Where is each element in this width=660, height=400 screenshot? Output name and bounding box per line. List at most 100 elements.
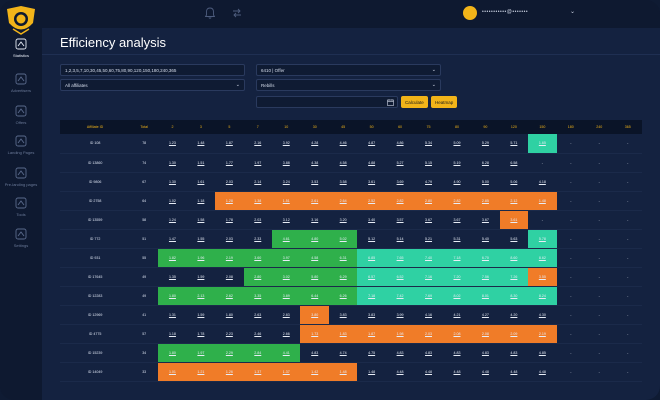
value-cell[interactable]: 1.47 <box>158 229 187 249</box>
value-cell[interactable]: 6.70 <box>471 248 500 268</box>
value-cell[interactable]: 4.88 <box>357 153 386 173</box>
value-cell[interactable]: 7.42 <box>385 286 415 306</box>
value-cell[interactable]: 1.48 <box>328 362 358 382</box>
value-cell[interactable]: 3.97 <box>272 248 301 268</box>
value-cell[interactable]: 4.46 <box>328 134 358 154</box>
value-cell[interactable]: 2.82 <box>442 191 472 211</box>
value-cell[interactable]: 1.65 <box>528 134 557 154</box>
value-cell[interactable]: 5.31 <box>442 229 472 249</box>
value-cell[interactable]: 3.57 <box>385 210 415 230</box>
value-cell[interactable]: 3.88 <box>272 153 301 173</box>
value-cell[interactable]: 2.64 <box>328 191 358 211</box>
value-cell[interactable]: 3.89 <box>272 286 301 306</box>
swap-icon[interactable] <box>232 8 242 18</box>
value-cell[interactable]: 1.48 <box>186 134 216 154</box>
value-cell[interactable]: 5.27 <box>385 153 415 173</box>
value-cell[interactable]: 1.55 <box>186 229 216 249</box>
value-cell[interactable]: 1.26 <box>215 362 244 382</box>
value-cell[interactable]: 4.38 <box>300 153 329 173</box>
column-header-day[interactable]: 3 <box>186 120 216 134</box>
value-cell[interactable]: 6.52 <box>385 267 415 287</box>
offer-select[interactable]: 6410 | Offer ⌄ <box>256 64 441 76</box>
value-cell[interactable]: 1.21 <box>186 362 216 382</box>
value-cell[interactable]: 4.48 <box>385 362 415 382</box>
column-header-day[interactable]: 30 <box>300 120 329 134</box>
value-cell[interactable]: 4.28 <box>300 134 329 154</box>
value-cell[interactable]: 6.31 <box>328 248 358 268</box>
value-cell[interactable]: 3.55 <box>528 267 557 287</box>
value-cell[interactable]: 4.48 <box>442 362 472 382</box>
value-cell[interactable]: 1.82 <box>158 248 187 268</box>
value-cell[interactable]: 1.24 <box>158 210 187 230</box>
value-cell[interactable]: 2.09 <box>499 324 529 344</box>
chevron-down-icon[interactable]: ⌄ <box>570 9 576 15</box>
value-cell[interactable]: 1.97 <box>243 153 273 173</box>
value-cell[interactable]: 4.16 <box>414 305 443 325</box>
value-cell[interactable]: 1.42 <box>300 362 329 382</box>
column-header-day[interactable]: 120 <box>499 120 529 134</box>
sidebar-item-landing-pages[interactable]: Landing Pages <box>0 135 42 155</box>
value-cell[interactable]: 1.51 <box>186 153 216 173</box>
value-cell[interactable]: 4.48 <box>471 362 500 382</box>
value-cell[interactable]: 5.02 <box>328 229 358 249</box>
value-cell[interactable]: 6.44 <box>300 286 329 306</box>
value-cell[interactable]: 1.23 <box>158 134 187 154</box>
value-cell[interactable]: 2.84 <box>243 343 273 363</box>
value-cell[interactable]: 4.61 <box>272 229 301 249</box>
value-cell[interactable]: 5.63 <box>499 229 529 249</box>
value-cell[interactable]: 2.82 <box>385 191 415 211</box>
calendar-icon[interactable] <box>387 99 394 106</box>
value-cell[interactable]: 2.19 <box>215 248 244 268</box>
value-cell[interactable]: 7.18 <box>442 248 472 268</box>
value-cell[interactable]: 1.73 <box>300 324 329 344</box>
value-cell[interactable]: 4.86 <box>385 134 415 154</box>
value-cell[interactable]: 4.90 <box>442 172 472 192</box>
value-cell[interactable]: 7.69 <box>414 286 443 306</box>
value-cell[interactable]: 1.30 <box>158 172 187 192</box>
value-cell[interactable]: 2.14 <box>243 172 273 192</box>
value-cell[interactable]: 8.60 <box>499 248 529 268</box>
value-cell[interactable]: 5.21 <box>414 229 443 249</box>
value-cell[interactable]: 1.48 <box>357 362 386 382</box>
calculate-button[interactable]: Calculate <box>401 96 428 108</box>
value-cell[interactable]: 2.03 <box>414 324 443 344</box>
value-cell[interactable]: 4.85 <box>528 343 557 363</box>
value-cell[interactable]: 4.20 <box>499 305 529 325</box>
sidebar-item-tools[interactable]: Tools <box>0 197 42 217</box>
column-header-day[interactable]: 5 <box>215 120 244 134</box>
value-cell[interactable]: 2.03 <box>215 229 244 249</box>
value-cell[interactable]: 2.62 <box>215 286 244 306</box>
value-cell[interactable]: 3.61 <box>357 172 386 192</box>
column-header-total[interactable]: Total <box>130 120 159 134</box>
value-cell[interactable]: 7.20 <box>442 267 472 287</box>
value-cell[interactable]: 4.83 <box>300 343 329 363</box>
value-cell[interactable]: 2.80 <box>243 267 273 287</box>
value-cell[interactable]: 1.31 <box>158 305 187 325</box>
value-cell[interactable]: 4.79 <box>414 172 443 192</box>
value-cell[interactable]: 1.48 <box>528 191 557 211</box>
value-cell[interactable]: 2.80 <box>414 191 443 211</box>
value-cell[interactable]: 6.29 <box>328 267 358 287</box>
sidebar-item-statistics[interactable]: Statistics <box>0 38 42 58</box>
value-cell[interactable]: 1.98 <box>385 324 415 344</box>
value-cell[interactable]: 2.29 <box>215 343 244 363</box>
value-cell[interactable]: 5.78 <box>528 229 557 249</box>
value-cell[interactable]: 4.58 <box>328 153 358 173</box>
value-cell[interactable]: 2.03 <box>243 210 273 230</box>
value-cell[interactable]: 5.40 <box>471 229 500 249</box>
value-cell[interactable]: 1.78 <box>186 324 216 344</box>
value-cell[interactable]: 7.18 <box>357 286 386 306</box>
value-cell[interactable]: 5.15 <box>414 153 443 173</box>
value-cell[interactable]: 2.08 <box>471 324 500 344</box>
brand-logo[interactable] <box>3 3 39 39</box>
value-cell[interactable]: 5.14 <box>385 229 415 249</box>
value-cell[interactable]: 4.41 <box>272 343 301 363</box>
bell-icon[interactable] <box>205 7 215 19</box>
value-cell[interactable]: 1.80 <box>215 305 244 325</box>
value-cell[interactable]: 4.75 <box>357 343 386 363</box>
value-cell[interactable]: 5.09 <box>442 134 472 154</box>
value-cell[interactable]: 1.77 <box>215 153 244 173</box>
value-cell[interactable]: 1.02 <box>158 191 187 211</box>
value-cell[interactable]: 1.80 <box>158 286 187 306</box>
column-header-day[interactable]: 240 <box>585 120 614 134</box>
